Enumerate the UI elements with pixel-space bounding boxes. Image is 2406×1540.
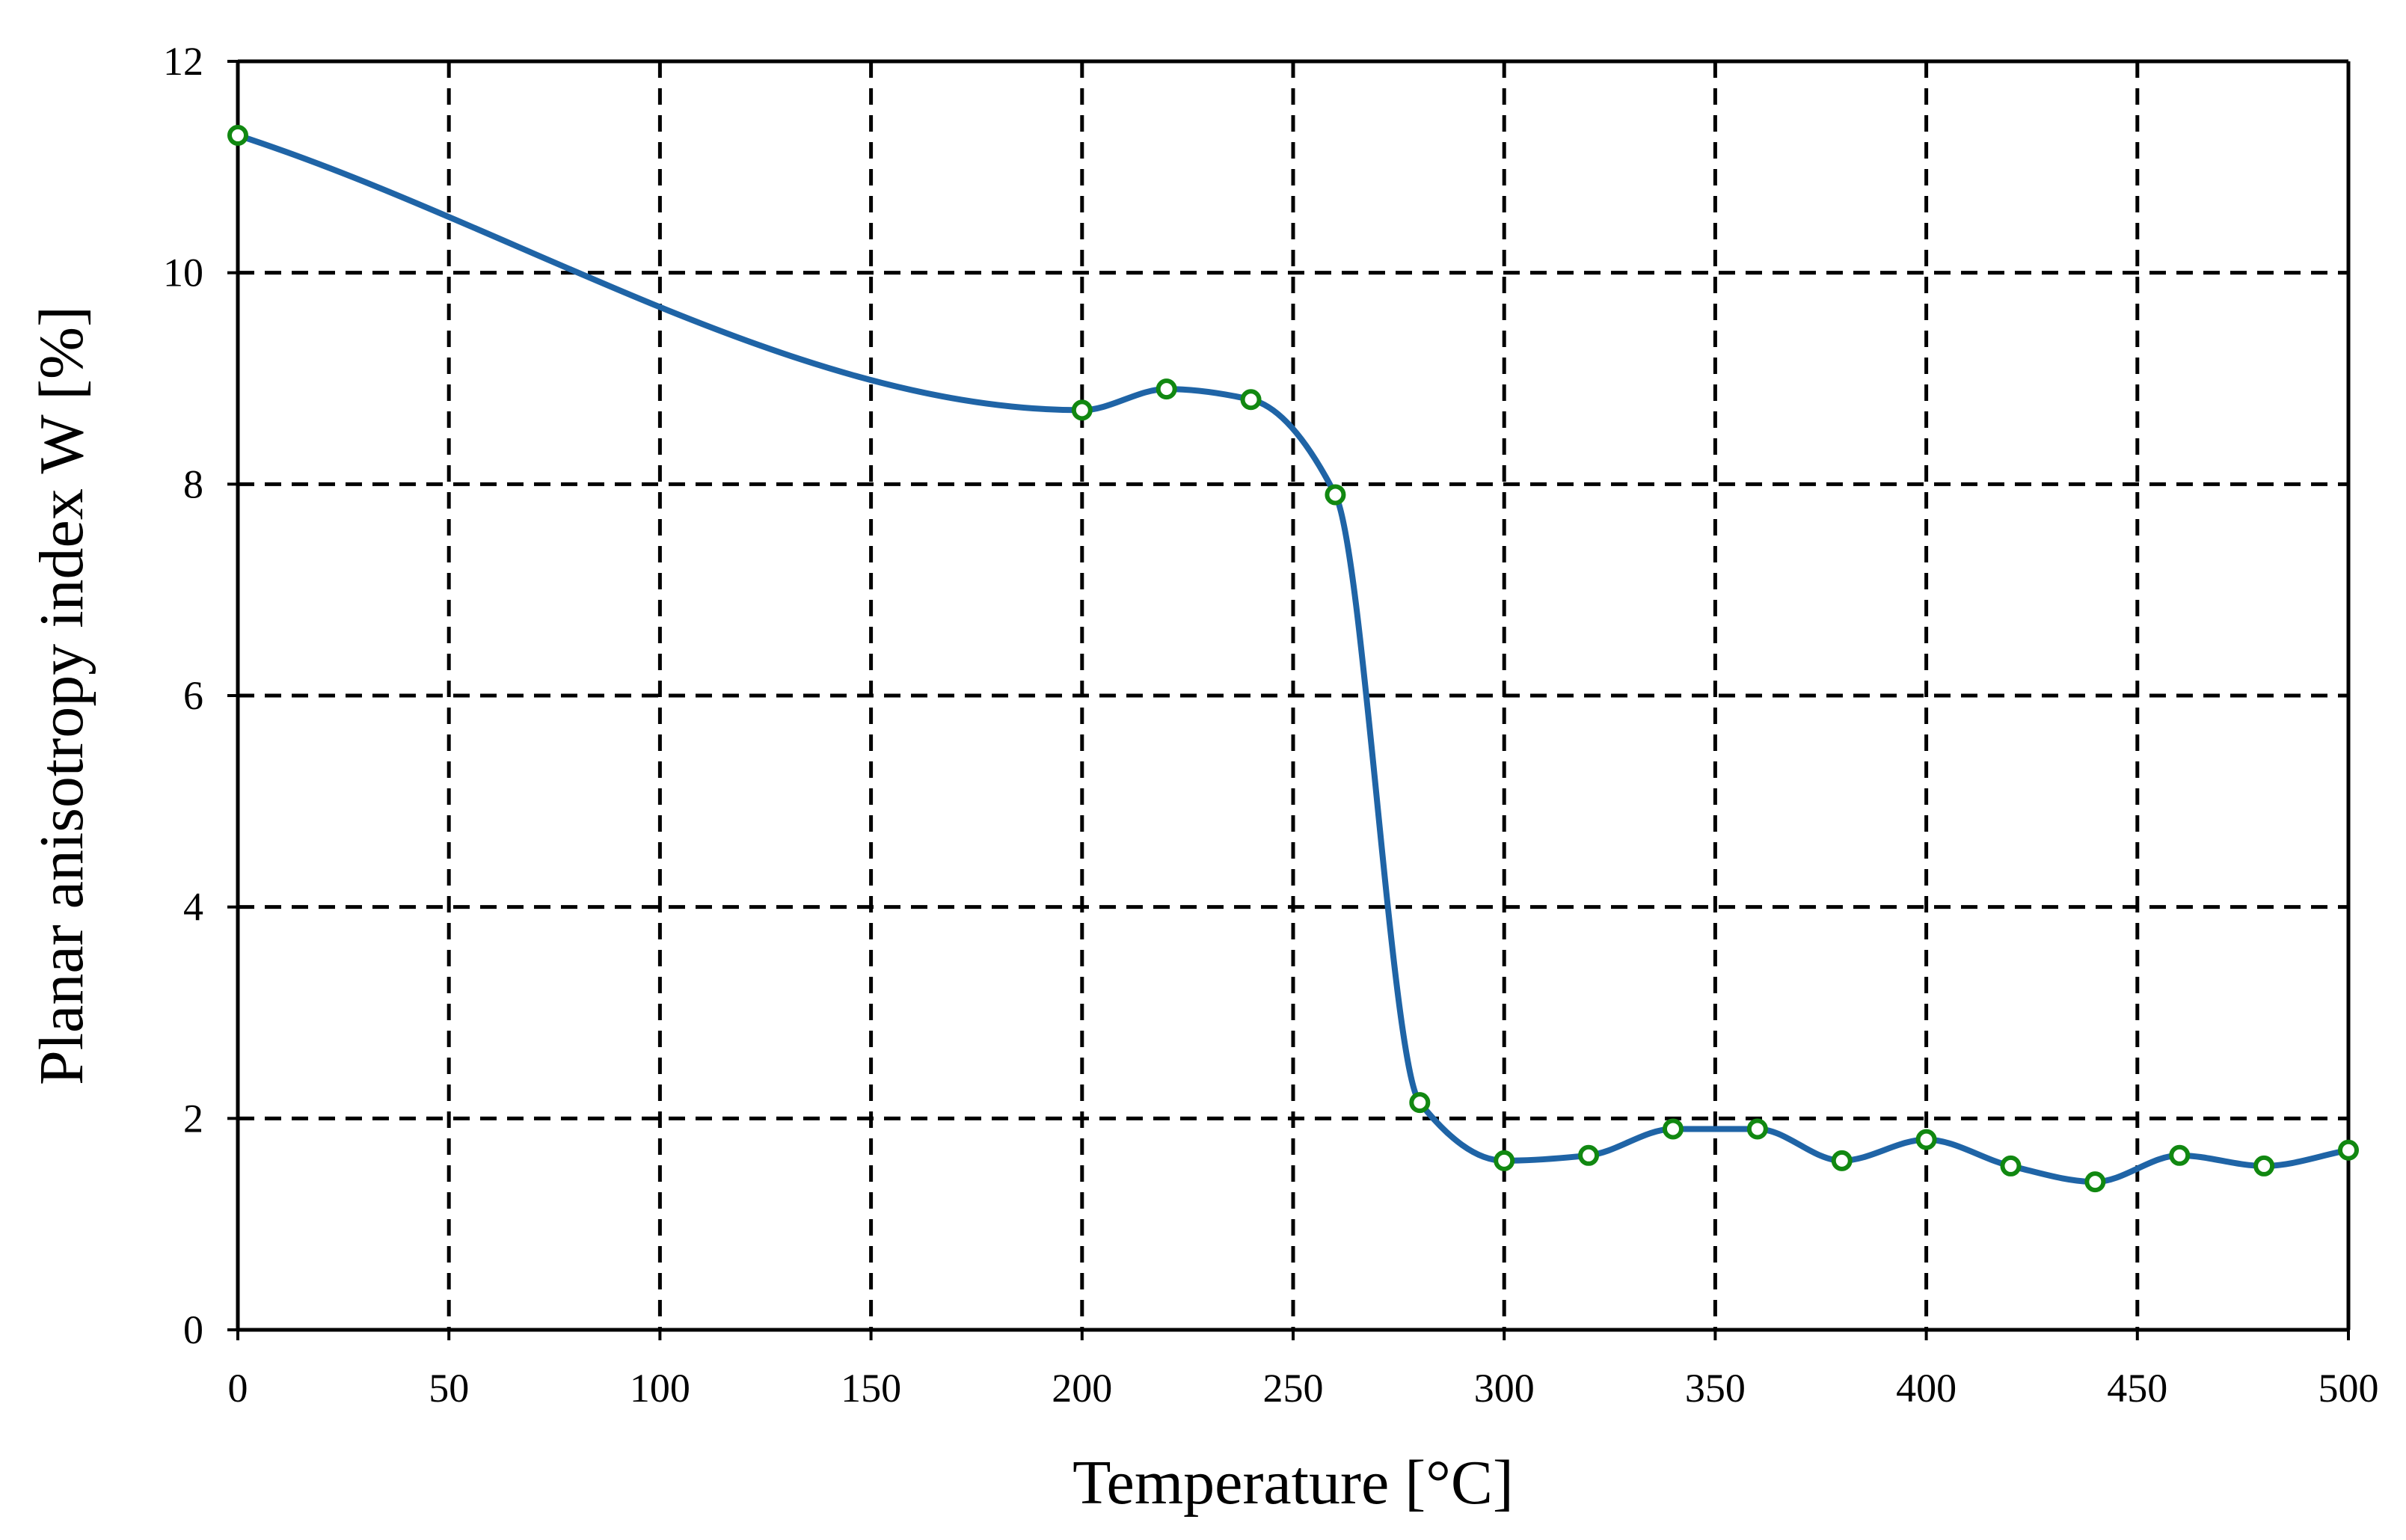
x-tick-label: 500: [2318, 1366, 2379, 1411]
y-tick-label: 6: [183, 673, 203, 718]
x-tick-label: 150: [841, 1366, 901, 1411]
x-tick-label: 200: [1052, 1366, 1112, 1411]
x-tick-label: 350: [1685, 1366, 1746, 1411]
grid-lines: [238, 61, 2348, 1330]
data-point: [1156, 378, 1177, 400]
y-tick-label: 10: [163, 251, 203, 295]
x-tick-label: 250: [1263, 1366, 1324, 1411]
data-point: [1325, 484, 1346, 506]
x-tick-label: 300: [1474, 1366, 1535, 1411]
axes: [227, 59, 2351, 1340]
data-point: [1915, 1129, 1937, 1150]
series: [227, 124, 2359, 1193]
data-point: [1662, 1118, 1684, 1140]
data-point: [1494, 1150, 1515, 1171]
data-point: [1240, 389, 1262, 411]
data-point: [227, 124, 248, 146]
x-tick-label: 450: [2107, 1366, 2167, 1411]
data-point: [2084, 1171, 2106, 1193]
x-tick-label: 0: [228, 1366, 248, 1411]
y-tick-label: 0: [183, 1307, 203, 1352]
x-tick-label: 100: [630, 1366, 690, 1411]
data-point: [2000, 1155, 2022, 1177]
y-tick-label: 12: [163, 39, 203, 84]
tick-labels: 0 50 100 150 200 250 300 350 400 450 500 0 2 4 6 8 10 12: [163, 39, 2379, 1411]
data-point: [1409, 1092, 1431, 1114]
y-axis-title: Planar anisotropy index W [%]: [27, 306, 96, 1085]
x-tick-label: 400: [1896, 1366, 1957, 1411]
y-tick-label: 2: [183, 1096, 203, 1141]
x-tick-label: 50: [429, 1366, 469, 1411]
data-point: [1578, 1144, 1600, 1166]
data-point: [1831, 1150, 1853, 1171]
series-line: [235, 132, 2351, 1185]
data-point: [2253, 1155, 2275, 1177]
y-tick-label: 8: [183, 461, 203, 506]
data-point: [2169, 1144, 2191, 1166]
data-point: [1071, 399, 1093, 421]
y-tick-label: 4: [183, 885, 203, 930]
data-point: [1746, 1118, 1768, 1140]
data-point: [2338, 1139, 2359, 1161]
x-axis-title: Temperature [°C]: [1072, 1448, 1514, 1518]
